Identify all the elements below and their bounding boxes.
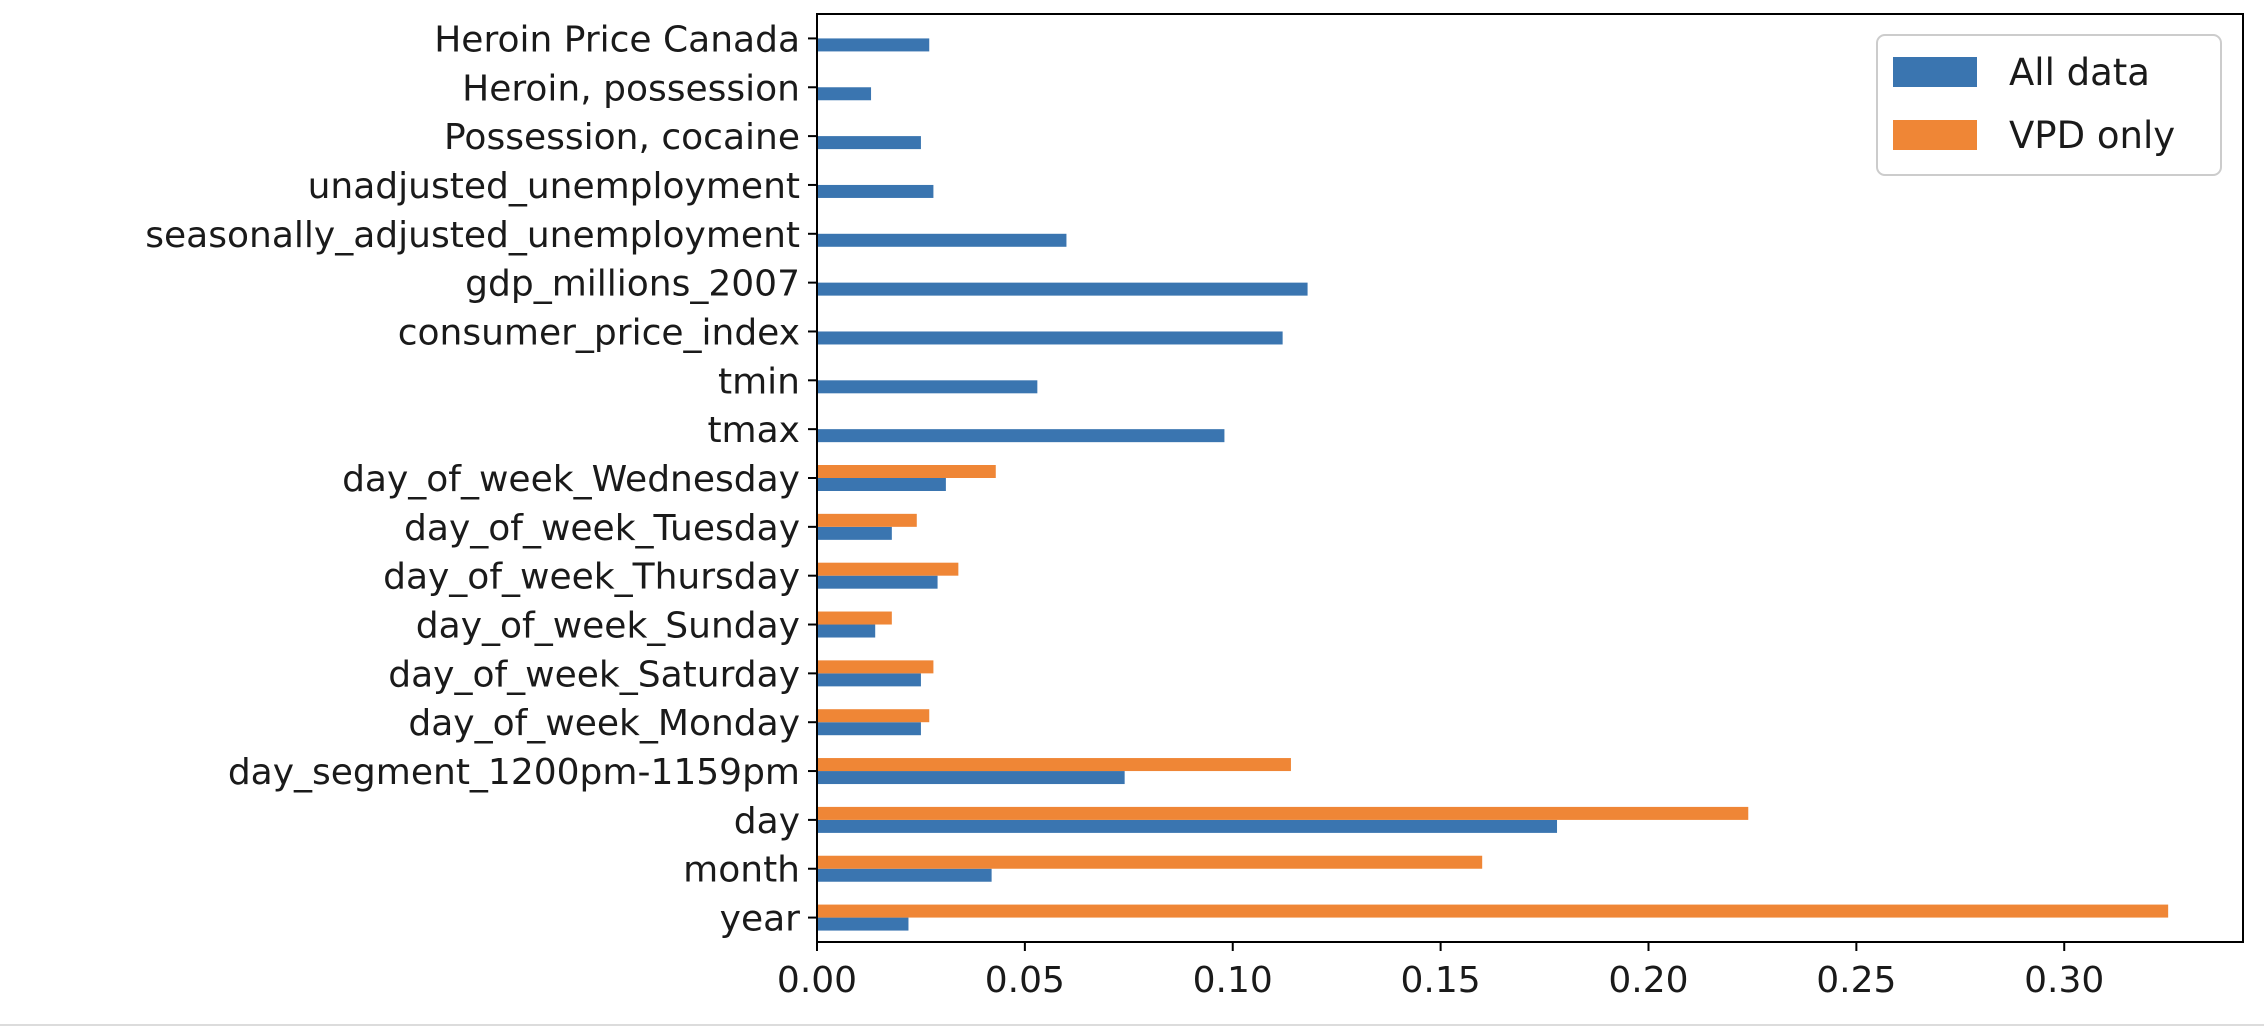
y-tick-label: Possession, cocaine <box>444 117 800 158</box>
x-tick-label: 0.05 <box>985 960 1065 1001</box>
y-tick-label: year <box>720 899 801 940</box>
bar-all-data <box>817 478 946 491</box>
y-tick-label: tmin <box>718 361 800 402</box>
bar-all-data <box>817 819 1558 833</box>
bars-group <box>817 38 2169 931</box>
bottom-divider <box>0 1024 2264 1026</box>
y-tick-label: Heroin, possession <box>462 68 800 109</box>
bar-vpd-only <box>817 465 996 478</box>
bar-vpd-only <box>817 660 934 674</box>
bar-all-data <box>817 87 872 101</box>
legend: All data VPD only <box>1876 34 2222 176</box>
bar-vpd-only <box>817 611 892 625</box>
bar-vpd-only <box>817 855 1483 869</box>
y-tick-label: Heroin Price Canada <box>434 19 800 60</box>
y-tick-label: tmax <box>707 410 800 451</box>
bar-vpd-only <box>817 806 1749 820</box>
y-axis: year month day day_segment_1200pm-1159pm day… <box>145 19 817 940</box>
bar-all-data <box>817 575 938 589</box>
bar-all-data <box>817 917 909 931</box>
y-tick-label: day_of_week_Sunday <box>416 606 800 647</box>
x-tick-label: 0.00 <box>777 960 857 1001</box>
x-tick-label: 0.25 <box>1816 960 1896 1001</box>
bar-vpd-only <box>817 758 1291 772</box>
y-tick-label: unadjusted_unemployment <box>308 166 800 207</box>
bar-all-data <box>817 331 1283 345</box>
bar-all-data <box>817 771 1125 785</box>
bar-all-data <box>817 380 1038 394</box>
bar-all-data <box>817 673 921 687</box>
legend-label: VPD only <box>2009 114 2175 157</box>
y-tick-label: day_of_week_Tuesday <box>404 508 800 549</box>
x-tick-label: 0.10 <box>1193 960 1273 1001</box>
bar-all-data <box>817 722 921 736</box>
legend-swatch <box>1893 57 1977 87</box>
y-tick-label: day_of_week_Wednesday <box>342 459 800 500</box>
legend-label: All data <box>2009 51 2150 94</box>
plot-frame <box>816 13 2244 943</box>
x-tick-label: 0.15 <box>1401 960 1481 1001</box>
bar-all-data <box>817 38 930 52</box>
y-tick-label: day_of_week_Saturday <box>388 654 800 695</box>
x-axis: 0.00 0.05 0.10 0.15 0.20 0.25 0.30 <box>777 942 2104 1001</box>
bar-vpd-only <box>817 513 917 527</box>
bar-all-data <box>817 526 892 540</box>
bar-vpd-only <box>817 904 2169 918</box>
bar-all-data <box>817 136 921 150</box>
y-tick-label: seasonally_adjusted_unemployment <box>145 215 800 256</box>
bar-all-data <box>817 429 1225 443</box>
bar-all-data <box>817 624 876 638</box>
bar-all-data <box>817 282 1308 296</box>
x-tick-label: 0.20 <box>1608 960 1688 1001</box>
y-tick-label: month <box>683 850 800 891</box>
bar-all-data <box>817 184 934 198</box>
y-tick-label: day <box>734 801 800 842</box>
bar-vpd-only <box>817 562 959 576</box>
y-tick-label: day_of_week_Monday <box>408 703 800 744</box>
y-tick-label: gdp_millions_2007 <box>465 264 800 305</box>
bar-vpd-only <box>817 709 930 723</box>
y-tick-label: consumer_price_index <box>398 312 800 353</box>
bar-all-data <box>817 233 1067 247</box>
y-tick-label: day_of_week_Thursday <box>383 557 800 598</box>
legend-swatch <box>1893 120 1977 150</box>
y-tick-label: day_segment_1200pm-1159pm <box>228 752 800 793</box>
x-tick-label: 0.30 <box>2024 960 2104 1001</box>
bar-all-data <box>817 868 992 882</box>
